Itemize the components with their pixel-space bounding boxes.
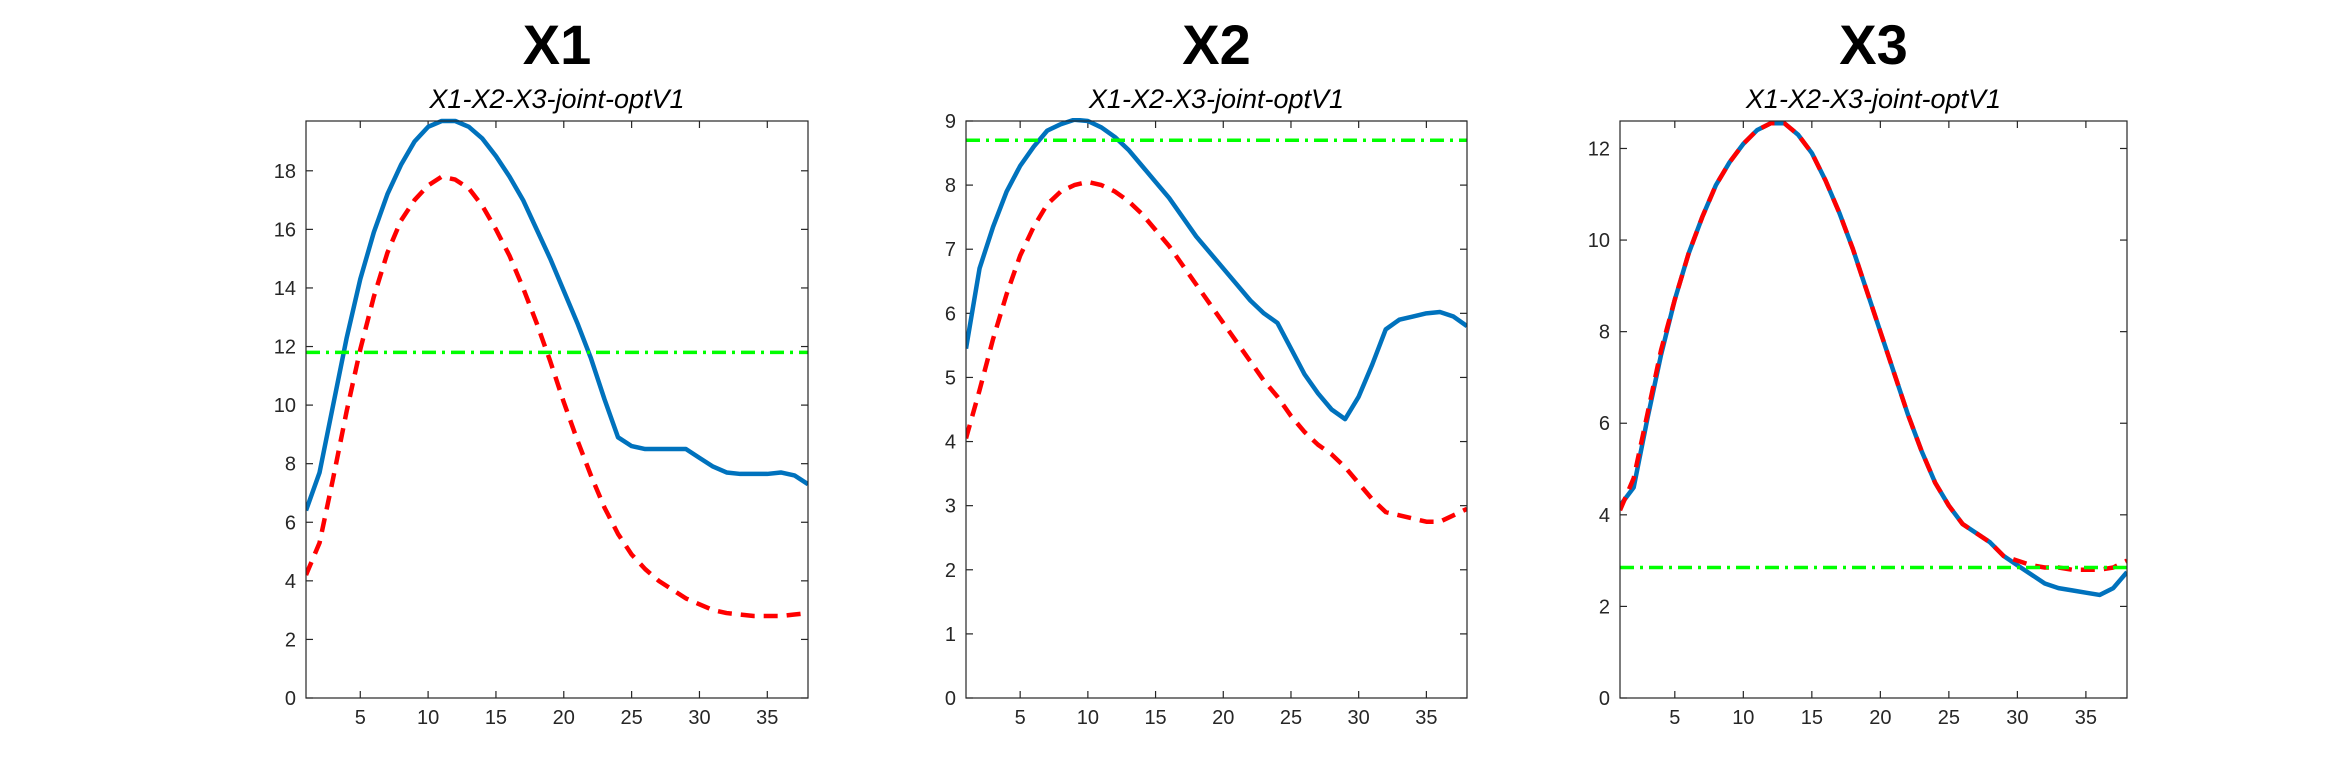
y-tick-label: 14: [274, 278, 296, 300]
x-tick-label: 25: [1938, 707, 1960, 729]
plot-area: [966, 121, 1467, 698]
x-tick-label: 35: [2075, 707, 2097, 729]
x-tick-label: 35: [756, 707, 778, 729]
x-tick-label: 15: [1801, 707, 1823, 729]
y-tick-label: 16: [274, 219, 296, 241]
y-tick-label: 12: [274, 337, 296, 359]
x-tick-label: 15: [485, 707, 507, 729]
x-tick-label: 25: [620, 707, 642, 729]
axes-box: [1619, 120, 2128, 699]
x-tick-label: 30: [1348, 707, 1370, 729]
panel-title: X2: [1182, 13, 1251, 76]
x-tick-label: 15: [1144, 707, 1166, 729]
y-tick-label: 7: [945, 239, 956, 261]
y-tick-label: 2: [1599, 596, 1610, 618]
x-tick-label: 20: [553, 707, 575, 729]
x-tick-label: 5: [1669, 707, 1680, 729]
x-tick-label: 20: [1869, 707, 1891, 729]
y-tick-label: 10: [1588, 230, 1610, 252]
series-line: [306, 174, 808, 619]
y-tick-label: 4: [285, 571, 296, 593]
x-tick-label: 10: [1077, 707, 1099, 729]
panel-subtitle: X1-X2-X3-joint-optV1: [428, 84, 684, 114]
y-tick-label: 8: [1599, 322, 1610, 344]
y-tick-label: 5: [945, 367, 956, 389]
y-tick-label: 2: [285, 629, 296, 651]
panel-subtitle: X1-X2-X3-joint-optV1: [1745, 84, 2001, 114]
x-tick-label: 5: [355, 707, 366, 729]
axes-box: [305, 120, 809, 699]
x-tick-label: 20: [1212, 707, 1234, 729]
y-tick-label: 4: [1599, 505, 1610, 527]
axes-box: [965, 120, 1468, 699]
series-line: [966, 118, 1467, 422]
series-line: [1620, 121, 2127, 573]
y-tick-label: 9: [945, 111, 956, 133]
y-tick-label: 10: [274, 395, 296, 417]
y-tick-label: 6: [1599, 413, 1610, 435]
panel-title: X1: [523, 13, 592, 76]
y-tick-label: 0: [945, 688, 956, 710]
y-tick-label: 0: [1599, 688, 1610, 710]
y-tick-label: 8: [945, 175, 956, 197]
series-line: [306, 118, 808, 512]
y-tick-label: 8: [285, 454, 296, 476]
series-line: [966, 179, 1467, 524]
x-tick-label: 10: [1732, 707, 1754, 729]
y-tick-label: 2: [945, 560, 956, 582]
y-tick-label: 3: [945, 496, 956, 518]
x-tick-label: 30: [688, 707, 710, 729]
y-tick-label: 0: [285, 688, 296, 710]
x-tick-label: 35: [1415, 707, 1437, 729]
panel-subtitle: X1-X2-X3-joint-optV1: [1088, 84, 1344, 114]
y-tick-label: 6: [945, 303, 956, 325]
y-tick-label: 12: [1588, 138, 1610, 160]
plot-area: [1620, 121, 2127, 698]
panel-title: X3: [1839, 13, 1908, 76]
y-tick-label: 4: [945, 432, 956, 454]
x-tick-label: 10: [417, 707, 439, 729]
x-tick-label: 5: [1015, 707, 1026, 729]
y-tick-label: 1: [945, 624, 956, 646]
x-tick-label: 25: [1280, 707, 1302, 729]
y-tick-label: 18: [274, 161, 296, 183]
plot-area: [306, 121, 808, 698]
x-tick-label: 30: [2006, 707, 2028, 729]
y-tick-label: 6: [285, 512, 296, 534]
